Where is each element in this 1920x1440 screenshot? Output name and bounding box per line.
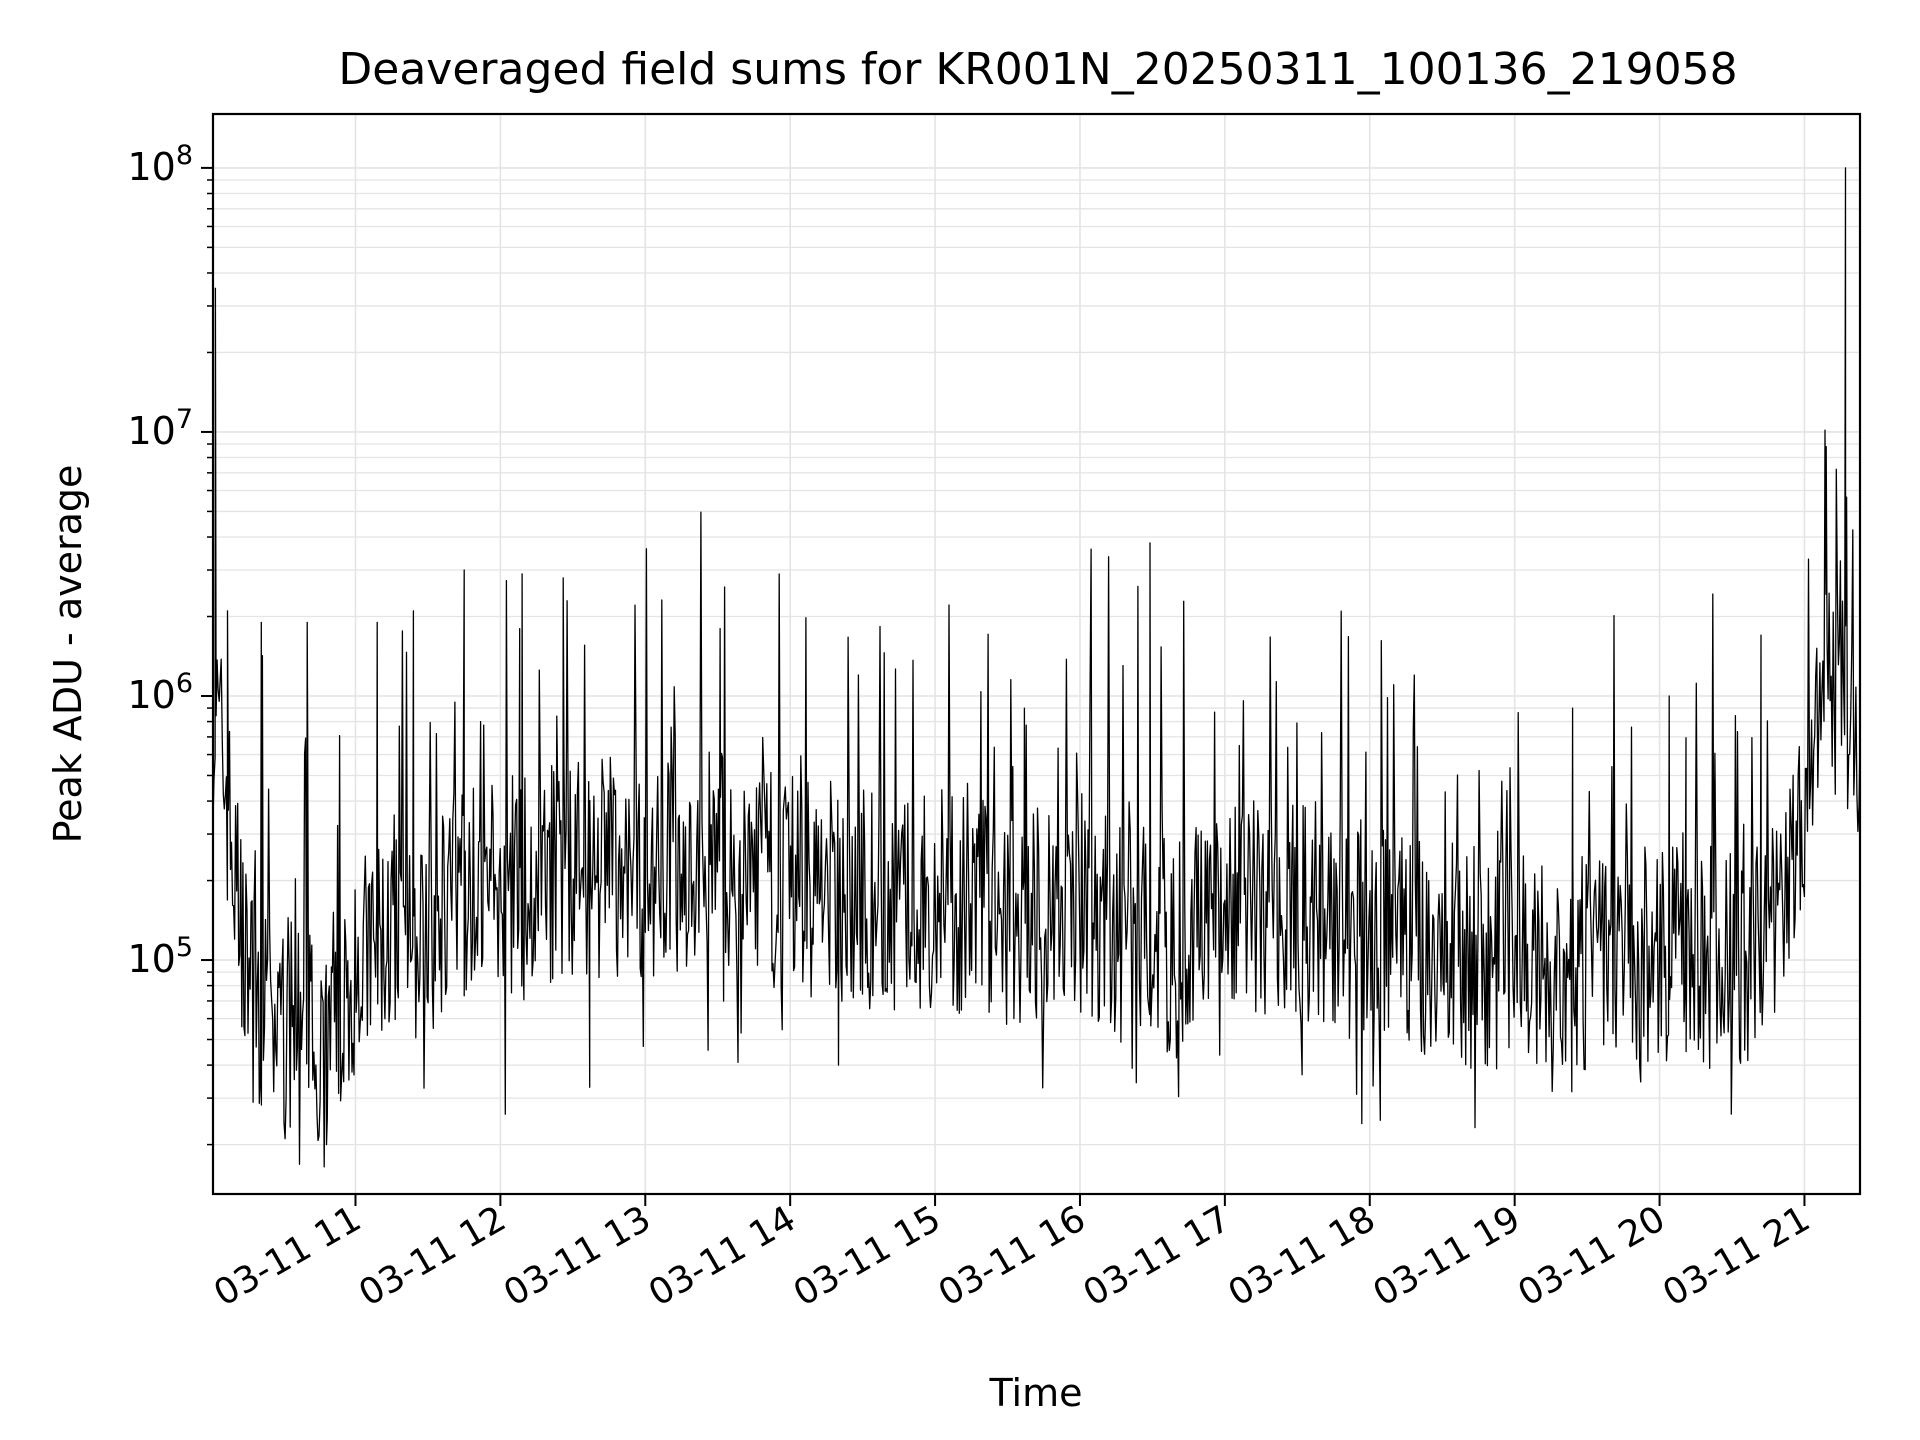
y-tick-label: 106 <box>127 668 193 717</box>
series-line-0 <box>212 167 1861 1168</box>
y-axis-label: Peak ADU - average <box>46 465 90 844</box>
chart-title: Deaveraged field sums for KR001N_2025031… <box>338 44 1737 95</box>
y-tick-label: 107 <box>127 404 193 453</box>
x-axis-label: Time <box>989 1371 1083 1415</box>
plot-frame <box>211 112 1862 1196</box>
y-tick-label: 108 <box>127 140 193 189</box>
y-tick-label: 105 <box>127 932 193 981</box>
y-axis: 105 106 107 108 <box>127 140 213 1146</box>
series <box>212 167 1861 1168</box>
